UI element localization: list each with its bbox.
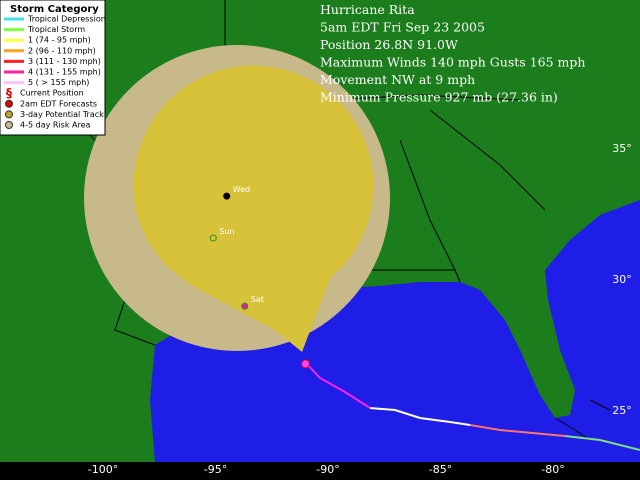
legend-item: 4-5 day Risk Area xyxy=(20,121,91,130)
lon-label: -90° xyxy=(316,463,339,476)
forecast-point xyxy=(241,302,249,310)
info-line: 5am EDT Fri Sep 23 2005 xyxy=(320,20,485,35)
lon-label: -80° xyxy=(541,463,564,476)
legend-title: Storm Category xyxy=(10,4,99,15)
forecast-point xyxy=(223,192,231,200)
potential-track xyxy=(133,65,374,353)
track-cat xyxy=(469,424,566,437)
lon-label: -100° xyxy=(88,463,118,476)
lat-label: 25° xyxy=(612,404,632,417)
track-ts xyxy=(564,435,640,451)
legend-dot xyxy=(5,99,13,108)
info-line: Minimum Pressure 927 mb (27.36 in) xyxy=(320,90,558,105)
legend-item: 3 (111 - 130 mph) xyxy=(28,57,101,66)
forecast-label: Sun xyxy=(219,227,234,236)
legend-symbol: § xyxy=(6,86,12,100)
legend-item: 2 (96 - 110 mph) xyxy=(28,46,96,55)
forecast-label: Sat xyxy=(251,295,264,304)
track-cat4 xyxy=(304,361,371,409)
info-line: Movement NW at 9 mph xyxy=(320,72,475,87)
legend-dot xyxy=(5,110,13,119)
legend xyxy=(0,0,106,136)
ocean xyxy=(150,200,640,462)
legend-item: 5 ( > 155 mph) xyxy=(28,78,89,87)
legend-item: 3-day Potential Track xyxy=(20,110,104,119)
lon-label: -95° xyxy=(204,463,227,476)
lon-label: -85° xyxy=(429,463,452,476)
legend-dot xyxy=(5,121,13,129)
current-position xyxy=(301,359,310,369)
lat-label: 30° xyxy=(612,273,632,286)
info-line: Hurricane Rita xyxy=(320,2,415,17)
legend-item: 1 (74 - 95 mph) xyxy=(28,36,91,45)
info-line: Position 26.8N 91.0W xyxy=(320,37,458,52)
legend-item: 4 (131 - 155 mph) xyxy=(28,68,101,77)
legend-item: Tropical Depression xyxy=(27,15,106,24)
info-line: Maximum Winds 140 mph Gusts 165 mph xyxy=(320,55,585,70)
forecast-label: Wed xyxy=(233,185,250,194)
forecast-point xyxy=(209,234,217,242)
legend-item: 2am EDT Forecasts xyxy=(20,99,97,108)
axis-band xyxy=(0,462,640,480)
lat-label: 35° xyxy=(612,142,632,155)
track-cat5 xyxy=(369,407,471,426)
legend-item: Tropical Storm xyxy=(27,25,85,34)
legend-item: Current Position xyxy=(20,89,84,98)
